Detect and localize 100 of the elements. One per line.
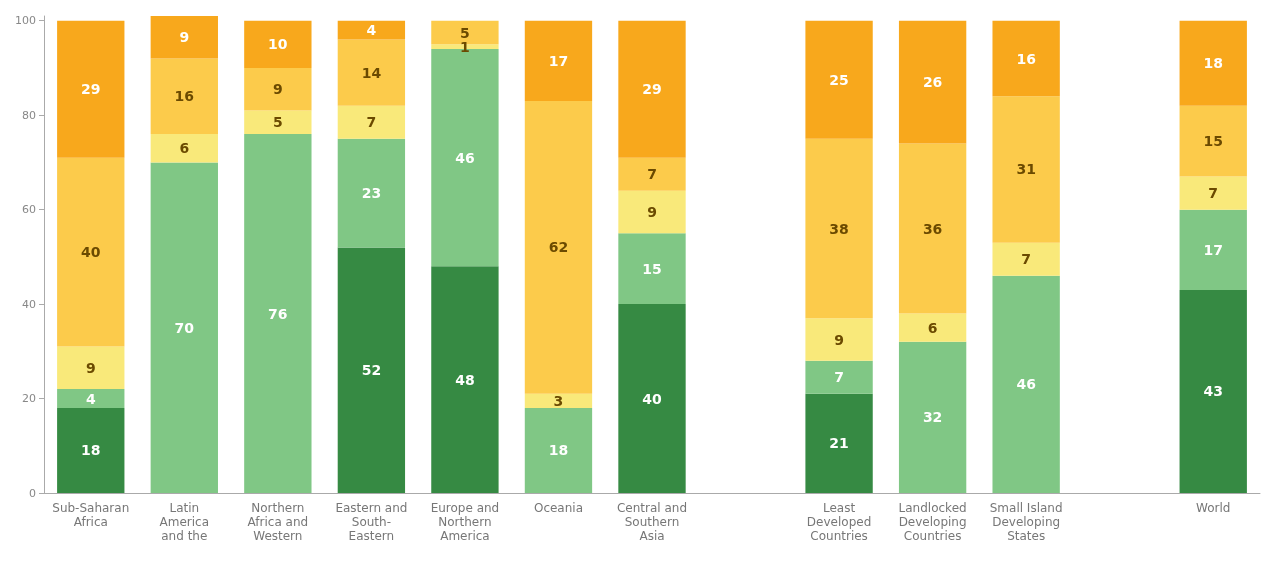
bar [524,20,593,102]
data-label: 9 [272,81,283,98]
data-label: 4 [366,22,377,39]
data-label: 9 [85,359,96,376]
bar [805,393,873,493]
x-tick-label: Oceania [533,501,583,515]
bar [618,157,686,191]
bar [244,67,312,111]
x-tick-label: Europe and Northern America [430,501,500,543]
bar [992,275,1060,493]
data-label: 46 [1016,376,1036,393]
y-tick-label: 100 [15,14,36,28]
data-label: 25 [829,71,849,88]
data-label: 5 [272,114,283,131]
data-label: 21 [829,435,849,452]
bar [57,407,125,493]
bar [1179,20,1247,106]
data-label: 40 [81,244,101,261]
bar [618,190,686,234]
bar [1179,105,1247,177]
y-tick-label: 40 [22,297,36,311]
y-tick-label: 80 [22,108,36,122]
data-label: 7 [1021,251,1032,268]
bar [898,143,967,314]
data-label: 31 [1016,161,1036,178]
bar [337,247,406,493]
bar [244,20,312,68]
bar [431,266,499,493]
bar [898,313,967,342]
data-label: 6 [179,140,190,157]
bar [337,105,406,139]
bar [524,101,593,394]
bar [57,20,125,158]
y-tick-label: 20 [22,392,36,406]
data-label: 9 [647,203,657,220]
bar [244,134,312,493]
data-label: 38 [829,220,849,237]
bar [337,138,406,248]
data-label: 46 [455,149,475,166]
data-label: 14 [361,64,382,81]
data-label: 3 [553,392,564,409]
data-label: 7 [834,369,844,386]
bar [1179,209,1247,290]
data-label: 7 [647,166,657,183]
bar [992,96,1060,243]
bar [57,157,125,347]
data-label: 76 [268,305,288,322]
bar [57,346,125,390]
bar [618,304,686,493]
data-label: 29 [81,81,101,98]
data-label: 40 [642,390,662,407]
data-label: 7 [366,114,377,131]
y-tick-label: 0 [29,486,36,500]
bar [992,20,1060,97]
bar [992,242,1060,276]
bar [524,393,593,408]
data-label: 70 [174,319,195,336]
data-label: 4 [85,390,96,407]
bar [431,44,499,50]
x-tick-label: Sub-Saharan Africa [52,501,130,529]
data-label: 16 [174,88,195,105]
data-label: 43 [1203,383,1223,400]
data-label: 7 [1208,185,1219,202]
bar [1179,176,1247,210]
x-tick-label: Landlocked Developing Countries [898,501,967,543]
bar [805,138,873,319]
bar [1179,289,1247,493]
data-label: 15 [642,260,662,277]
x-tick-label: Eastern and South- Eastern [335,501,408,543]
bar [337,39,406,106]
data-label: 32 [922,409,943,426]
data-label: 6 [927,319,938,336]
bar [898,341,967,493]
data-label: 18 [548,442,569,459]
data-label: 9 [834,331,844,348]
data-label: 18 [81,442,101,459]
bar [150,58,218,135]
data-label: 26 [922,74,943,91]
data-label: 36 [922,220,943,237]
data-label: 15 [1203,133,1223,150]
bar [618,233,686,305]
bar [150,134,218,163]
bar [244,110,312,135]
data-label: 48 [455,371,475,388]
bar [150,16,218,59]
x-tick-label: Latin America and the [159,501,210,543]
bar [805,360,873,394]
data-label: 10 [268,36,288,53]
data-label: 52 [361,362,382,379]
bar [337,20,406,40]
bar [805,318,873,361]
data-label: 9 [179,29,190,46]
bar [150,162,218,493]
bar [57,389,125,408]
data-label: 17 [548,52,569,69]
x-tick-label: Least Developed Countries [806,501,872,543]
data-label: 23 [361,185,382,202]
data-label: 16 [1016,50,1036,67]
bar [805,20,873,139]
bar [524,407,593,493]
